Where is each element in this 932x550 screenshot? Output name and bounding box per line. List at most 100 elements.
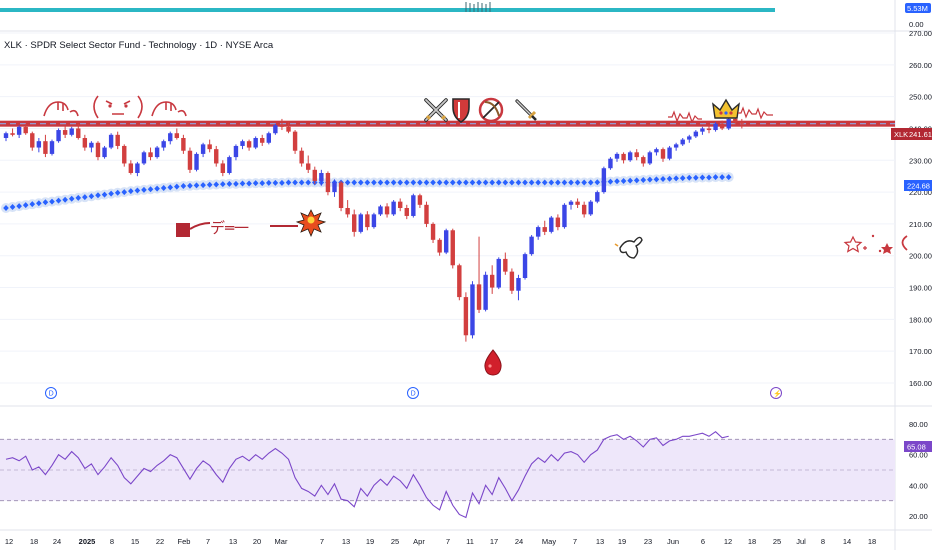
candle[interactable] xyxy=(306,155,311,174)
candle[interactable] xyxy=(345,200,350,218)
candle[interactable] xyxy=(535,225,541,240)
candle[interactable] xyxy=(358,212,363,234)
candle[interactable] xyxy=(522,252,528,280)
candle[interactable] xyxy=(627,150,633,162)
time-axis[interactable]: 12 18 24 2025 8 15 22 Feb 7 13 20 Mar 7 13 19 25 Apr 7 11 1… xyxy=(5,537,876,546)
candle[interactable] xyxy=(713,122,718,132)
candle[interactable] xyxy=(312,166,317,185)
candle[interactable] xyxy=(23,123,28,135)
candle[interactable] xyxy=(279,118,285,131)
candle[interactable] xyxy=(56,128,61,143)
candle[interactable] xyxy=(483,271,488,312)
candle[interactable] xyxy=(141,150,147,166)
candle[interactable] xyxy=(516,274,521,301)
candle[interactable] xyxy=(384,203,390,218)
candle[interactable] xyxy=(424,201,429,228)
candle[interactable] xyxy=(667,145,672,161)
candle[interactable] xyxy=(489,265,495,294)
candle[interactable] xyxy=(443,228,449,255)
candle[interactable] xyxy=(3,131,9,142)
candle[interactable] xyxy=(706,125,712,134)
candle[interactable] xyxy=(43,134,48,158)
candle[interactable] xyxy=(273,123,278,135)
candle[interactable] xyxy=(108,133,114,150)
candle[interactable] xyxy=(601,166,607,194)
candle[interactable] xyxy=(581,201,587,218)
horizontal-level-line[interactable] xyxy=(0,120,895,127)
candle[interactable] xyxy=(555,214,561,231)
candle[interactable] xyxy=(739,118,745,129)
candle[interactable] xyxy=(398,198,403,212)
candle[interactable] xyxy=(102,145,107,159)
candle[interactable] xyxy=(82,134,88,151)
candle[interactable] xyxy=(549,215,554,234)
candle[interactable] xyxy=(128,160,134,175)
candle[interactable] xyxy=(69,126,74,137)
candle[interactable] xyxy=(299,147,304,167)
candle[interactable] xyxy=(595,190,600,204)
candle[interactable] xyxy=(568,200,574,210)
candle[interactable] xyxy=(194,152,199,172)
candle[interactable] xyxy=(135,161,140,177)
candle[interactable] xyxy=(365,211,370,231)
candle[interactable] xyxy=(621,152,626,164)
candle[interactable] xyxy=(391,200,396,216)
candle[interactable] xyxy=(122,144,127,167)
candle[interactable] xyxy=(154,145,160,159)
candle[interactable] xyxy=(325,171,331,196)
candle[interactable] xyxy=(647,150,653,166)
candle[interactable] xyxy=(503,252,508,275)
candle[interactable] xyxy=(30,131,35,151)
candle[interactable] xyxy=(233,144,239,161)
candle[interactable] xyxy=(608,157,613,170)
candle[interactable] xyxy=(614,152,620,162)
candle[interactable] xyxy=(470,281,475,339)
candle[interactable] xyxy=(693,130,699,138)
candle[interactable] xyxy=(115,131,120,150)
candle[interactable] xyxy=(332,179,337,197)
candle[interactable] xyxy=(246,139,252,151)
candle[interactable] xyxy=(62,125,68,138)
candle[interactable] xyxy=(457,263,462,301)
candle[interactable] xyxy=(181,134,186,154)
candle[interactable] xyxy=(36,138,42,153)
candle[interactable] xyxy=(496,257,501,290)
candle[interactable] xyxy=(687,134,692,143)
candle[interactable] xyxy=(292,130,298,154)
candle[interactable] xyxy=(174,128,180,140)
candle[interactable] xyxy=(352,209,357,237)
candle[interactable] xyxy=(89,141,94,153)
candle[interactable] xyxy=(378,204,383,216)
candles[interactable] xyxy=(3,115,745,342)
dividend-marker-2[interactable]: D xyxy=(407,387,419,399)
candle[interactable] xyxy=(654,147,659,156)
candle[interactable] xyxy=(286,122,291,134)
candle[interactable] xyxy=(700,126,705,135)
candle[interactable] xyxy=(634,149,639,161)
candle[interactable] xyxy=(680,138,685,146)
candle[interactable] xyxy=(10,128,15,137)
candle[interactable] xyxy=(227,155,232,175)
candle[interactable] xyxy=(220,160,226,177)
candle[interactable] xyxy=(542,220,547,236)
candle[interactable] xyxy=(562,203,567,229)
candle[interactable] xyxy=(575,198,580,208)
candle[interactable] xyxy=(266,131,271,145)
candle[interactable] xyxy=(371,212,377,229)
candle[interactable] xyxy=(450,228,455,269)
candle[interactable] xyxy=(641,155,646,167)
candle[interactable] xyxy=(430,222,436,243)
candle[interactable] xyxy=(214,145,219,167)
candle[interactable] xyxy=(476,236,482,313)
candle[interactable] xyxy=(437,238,442,256)
candle[interactable] xyxy=(240,139,245,150)
candle[interactable] xyxy=(529,235,534,256)
candle[interactable] xyxy=(168,131,173,145)
candle[interactable] xyxy=(411,193,416,218)
candle[interactable] xyxy=(260,134,265,146)
candle[interactable] xyxy=(719,120,725,131)
candle[interactable] xyxy=(49,139,55,156)
candle[interactable] xyxy=(463,292,469,342)
candle[interactable] xyxy=(207,139,212,153)
candle[interactable] xyxy=(200,142,206,158)
